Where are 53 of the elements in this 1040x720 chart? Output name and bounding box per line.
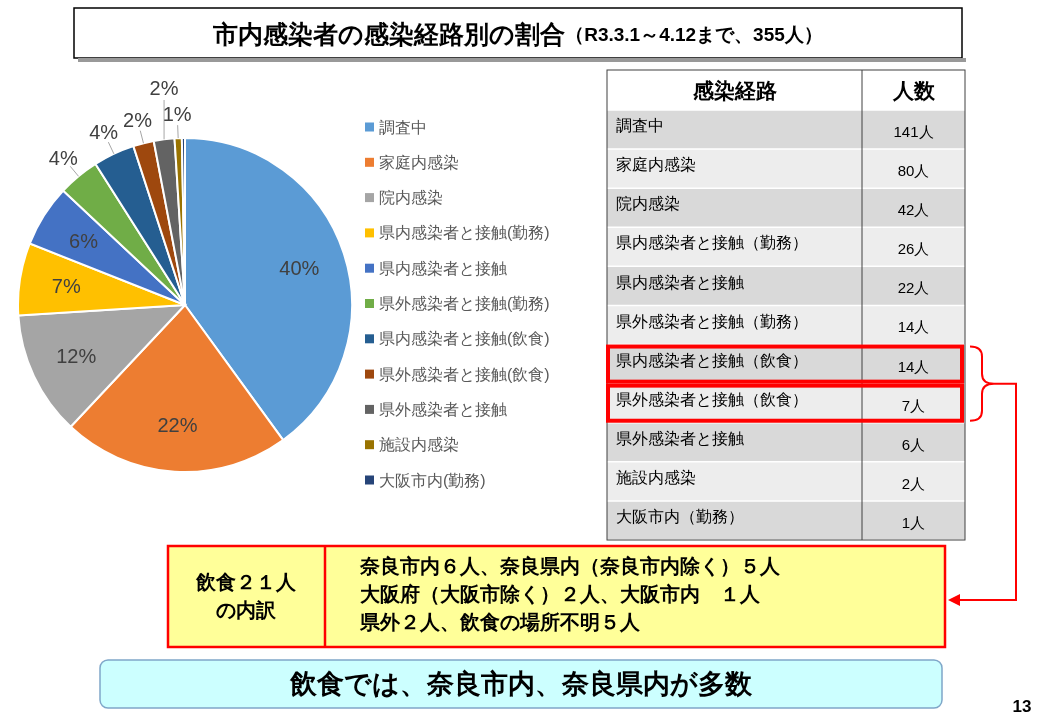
legend-label: 施設内感染 <box>379 436 459 454</box>
text: 院内感染 <box>616 195 680 213</box>
legend-label: 院内感染 <box>379 189 443 207</box>
data-label: 4% <box>89 121 119 144</box>
text: 13 <box>1012 696 1032 716</box>
text: 飲食２１人の内訳 <box>195 571 297 621</box>
data-label: 2% <box>149 77 179 99</box>
text: （R3.3.1～4.12まで、355人） <box>565 23 823 45</box>
text: 141人 <box>893 123 934 140</box>
text: 県外感染者と接触（勤務） <box>616 312 808 330</box>
text: 6人 <box>901 435 926 453</box>
data-label: 12% <box>56 345 97 368</box>
text: 大阪府（大阪市除く）２人、大阪市内 １人 <box>360 583 761 605</box>
data-label: 6% <box>69 229 99 252</box>
legend-label: 家庭内感染 <box>379 153 459 171</box>
text: 2人 <box>901 474 926 492</box>
text: 14人 <box>897 357 930 375</box>
legend-label: 県外感染者と接触(勤務) <box>379 295 550 312</box>
data-label: 2% <box>123 109 153 131</box>
text: 調査中 <box>616 117 664 135</box>
text: 1人 <box>901 513 926 531</box>
text: 80人 <box>897 162 930 180</box>
text: 飲食では、奈良市内、奈良県内が多数 <box>289 669 753 699</box>
text: 県内感染者と接触（勤務） <box>616 234 808 252</box>
legend-label: 県外感染者と接触 <box>379 400 507 418</box>
data-label: 1% <box>162 103 192 126</box>
text: 家庭内感染 <box>616 156 696 174</box>
chart-title: 市内感染者の感染経路別の割合 <box>212 20 566 48</box>
data-label: 7% <box>51 275 81 298</box>
legend-label: 大阪市内(勤務) <box>379 471 486 489</box>
data-label: 4% <box>48 146 78 169</box>
legend-label: 県内感染者と接触(勤務) <box>379 224 550 242</box>
legend-label: 調査中 <box>379 118 427 136</box>
text: 7人 <box>901 396 926 414</box>
text: 県内感染者と接触（飲食） <box>616 351 808 369</box>
text: 26人 <box>897 240 930 258</box>
text: 人数 <box>891 78 936 102</box>
legend-label: 県外感染者と接触(飲食) <box>379 365 550 383</box>
legend-label: 県内感染者と接触(飲食) <box>379 330 550 348</box>
data-label: 22% <box>157 414 198 436</box>
text: 42人 <box>897 201 930 219</box>
legend-label: 県内感染者と接触 <box>379 259 507 277</box>
text: 県内感染者と接触 <box>616 273 744 291</box>
text: 大阪市内（勤務） <box>616 508 744 526</box>
text: 14人 <box>897 318 930 336</box>
text: 奈良市内６人、奈良県内（奈良市内除く）５人 <box>359 555 781 577</box>
text: 22人 <box>897 279 930 297</box>
data-label: 40% <box>279 256 320 279</box>
text: 施設内感染 <box>616 468 696 486</box>
text: 県外感染者と接触 <box>616 429 744 447</box>
text: 県外２人、飲食の場所不明５人 <box>359 611 641 633</box>
text: 県外感染者と接触（飲食） <box>616 390 808 408</box>
text: 感染経路 <box>691 78 777 102</box>
